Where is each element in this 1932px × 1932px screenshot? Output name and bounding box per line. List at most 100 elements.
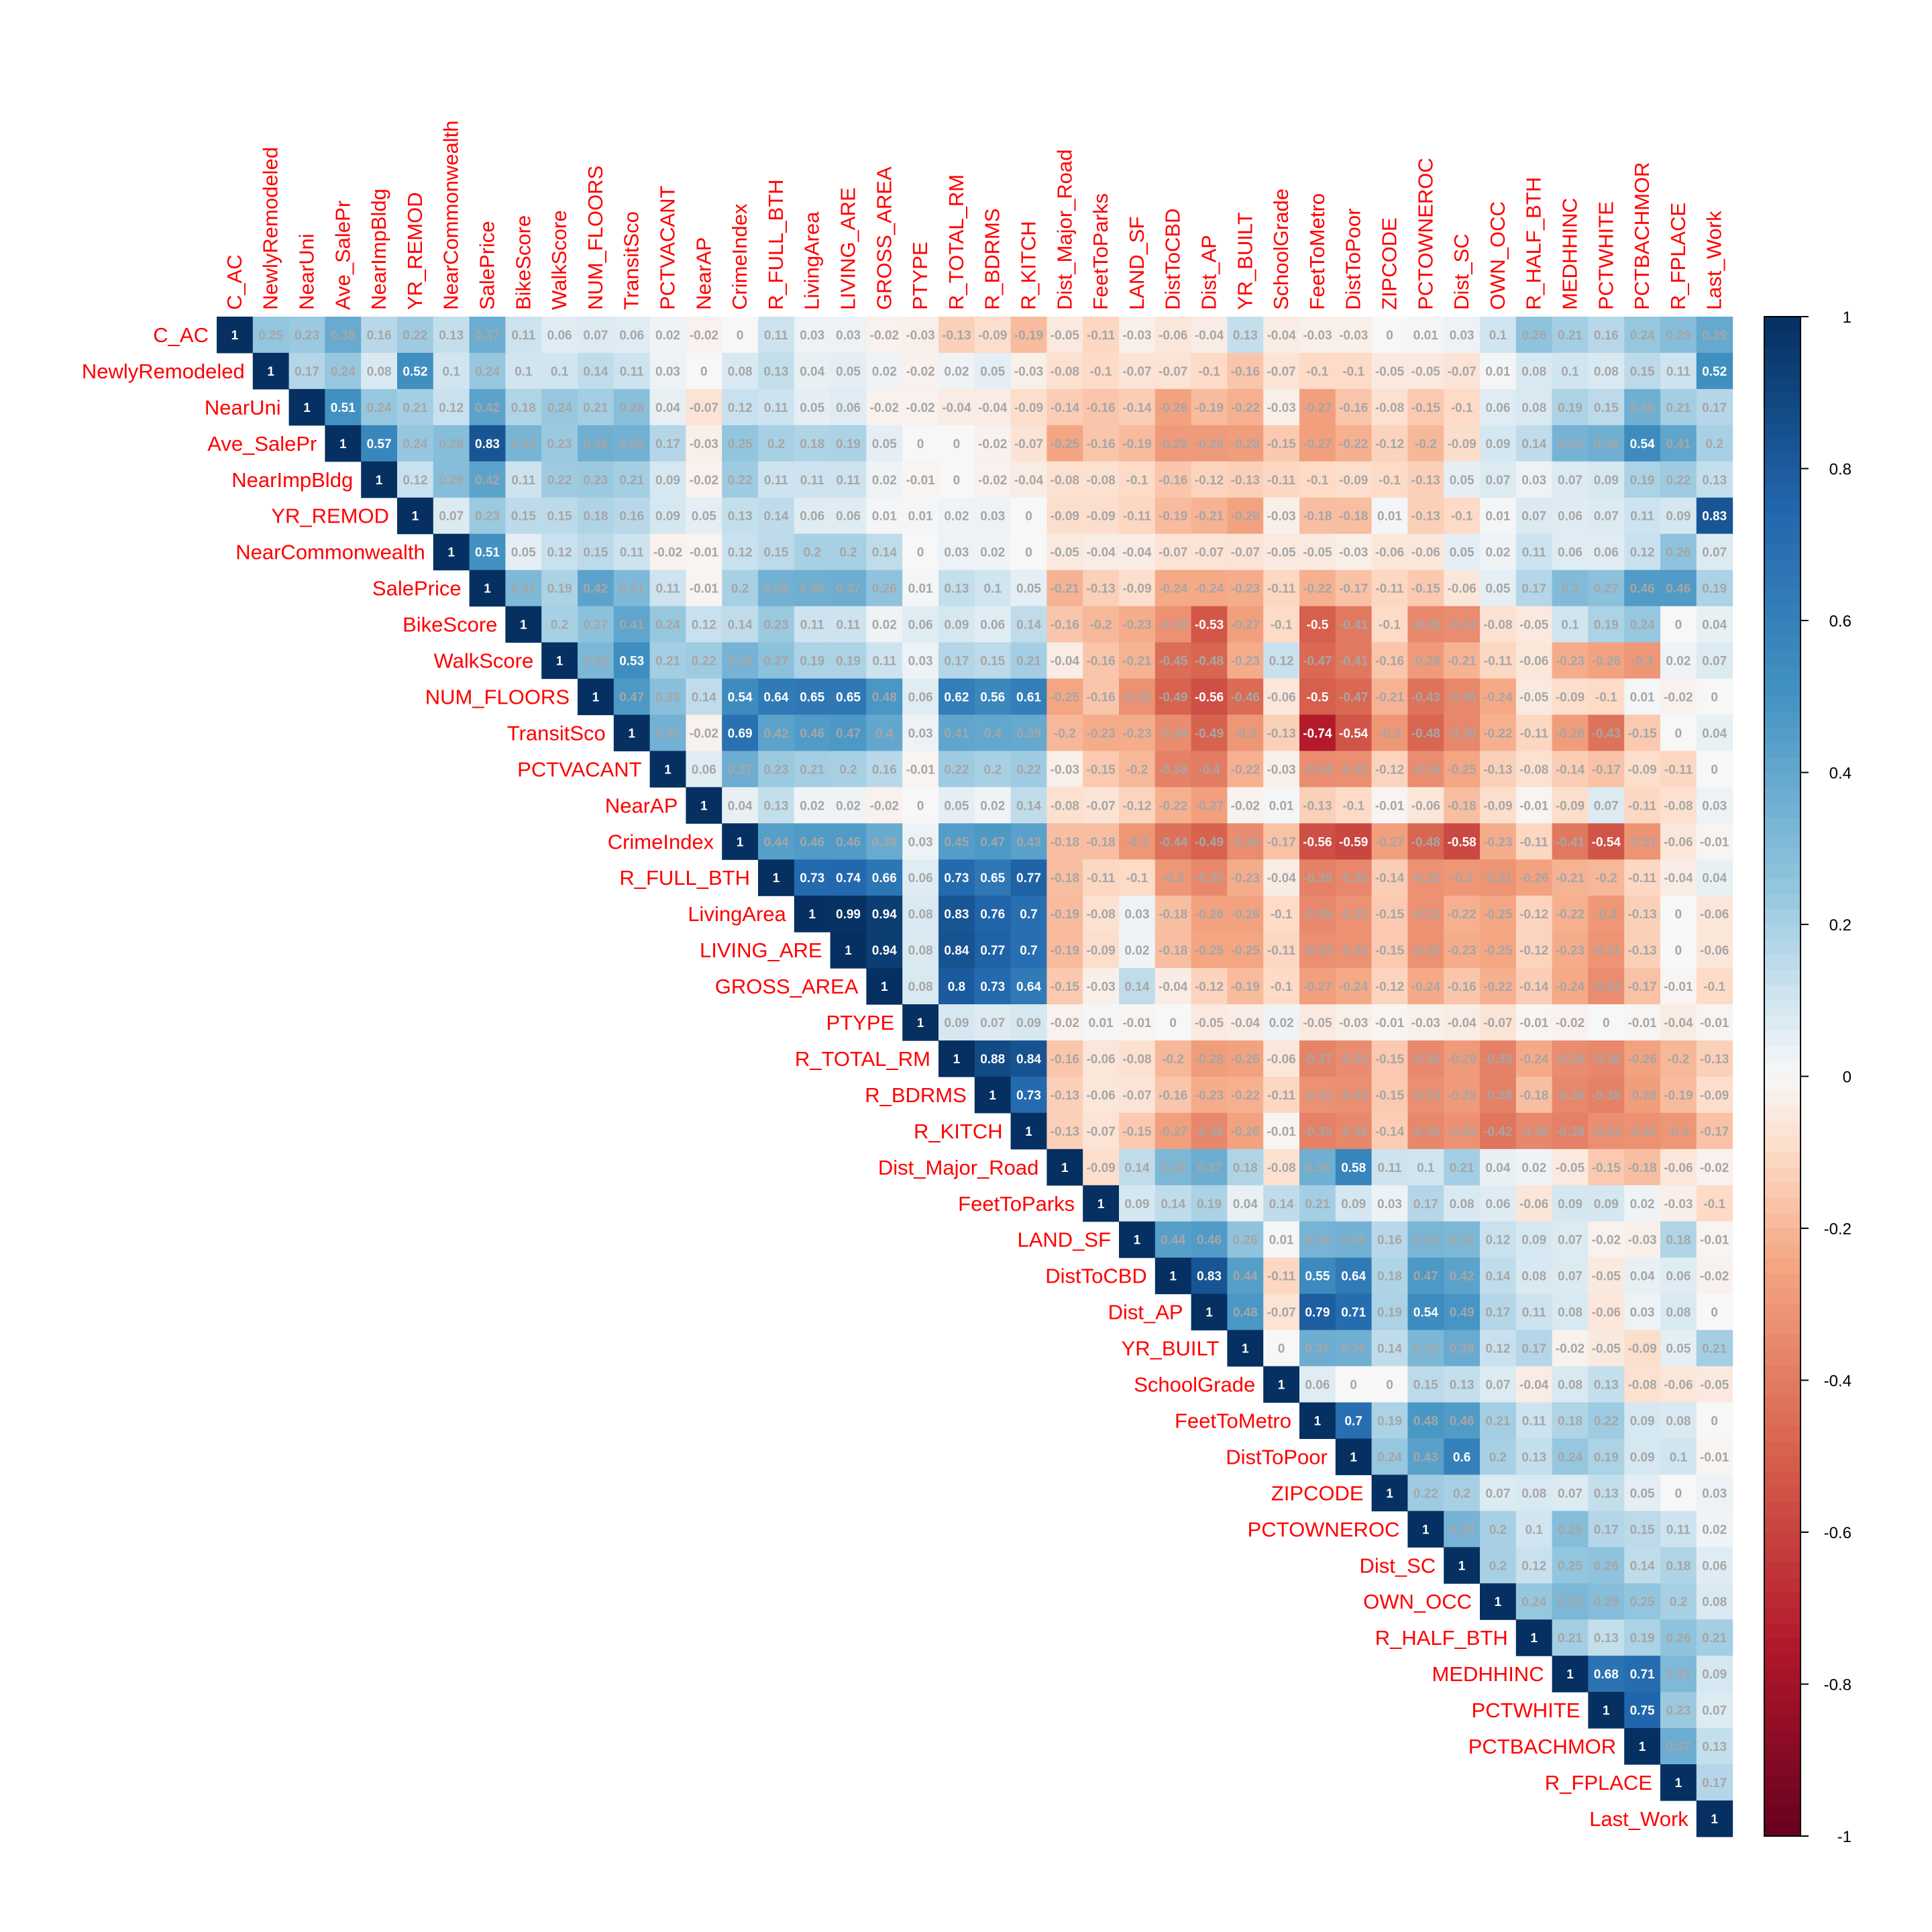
cell-NearImpBldg-FeetToParks <box>1083 461 1120 498</box>
cell-value-NUM_FLOORS-R_BDRMS: 0.56 <box>980 690 1005 704</box>
cell-LAND_SF-PCTOWNEROC <box>1407 1221 1444 1258</box>
cell-value-SchoolGrade-DistToPoor: 0 <box>1350 1379 1357 1393</box>
cell-value-LivingArea-FeetToParks: -0.08 <box>1086 908 1115 922</box>
colorbar-tick-label: 0.6 <box>1829 612 1851 631</box>
row-label-PCTOWNEROC: PCTOWNEROC <box>1248 1517 1400 1541</box>
col-label-DistToPoor: DistToPoor <box>1342 208 1365 310</box>
cell-YR_BUILT-SchoolGrade <box>1263 1330 1300 1367</box>
cell-value-DistToPoor-ZIPCODE: 0.24 <box>1377 1450 1402 1464</box>
cell-value-YR_REMOD-LAND_SF: -0.11 <box>1123 510 1152 524</box>
cell-value-R_FULL_BTH-R_KITCH: 0.77 <box>1016 871 1041 885</box>
cell-Dist_Major_Road-DistToPoor <box>1335 1148 1373 1186</box>
cell-value-GROSS_AREA-OWN_OCC: -0.22 <box>1483 980 1512 994</box>
cell-LIVING_ARE-MEDHHINC <box>1552 932 1589 969</box>
colorbar-segment <box>1764 772 1801 788</box>
cell-value-PCTBACHMOR-R_FPLACE: 0.37 <box>1666 1740 1690 1754</box>
cell-NearAP-NearAP <box>686 787 722 824</box>
cell-value-YR_REMOD-TransitSco: 0.16 <box>619 510 644 524</box>
cell-NearImpBldg-NUM_FLOORS <box>578 461 614 498</box>
cell-value-C_AC-Last_Work: 0.39 <box>1702 329 1727 343</box>
cell-value-SalePrice-R_FPLACE: 0.46 <box>1666 582 1690 596</box>
cell-FeetToMetro-Last_Work <box>1696 1402 1733 1440</box>
cell-value-BikeScore-R_FULL_BTH: 0.23 <box>763 619 788 633</box>
cell-value-C_AC-PCTOWNEROC: 0.01 <box>1413 329 1438 343</box>
cell-value-NearUni-PCTOWNEROC: -0.15 <box>1411 401 1441 415</box>
cell-PCTOWNEROC-R_FPLACE <box>1660 1511 1697 1548</box>
cell-value-Ave_SalePr-FeetToMetro: -0.27 <box>1303 437 1332 451</box>
cell-value-R_TOTAL_RM-LAND_SF: -0.08 <box>1122 1053 1151 1067</box>
cell-NearImpBldg-DistToPoor <box>1335 461 1373 498</box>
cell-value-YR_REMOD-R_KITCH: 0 <box>1025 510 1032 524</box>
cell-DistToCBD-PCTBACHMOR <box>1624 1257 1661 1295</box>
cell-value-BikeScore-PCTOWNEROC: -0.35 <box>1411 619 1441 633</box>
cell-value-LIVING_ARE-R_FPLACE: 0 <box>1675 944 1682 958</box>
cell-C_AC-Ave_SalePr <box>325 317 362 354</box>
cell-TransitSco-R_BDRMS <box>974 714 1012 751</box>
cell-value-NearUni-Dist_Major_Road: -0.14 <box>1051 401 1080 415</box>
colorbar-segment <box>1764 1046 1801 1062</box>
cell-value-GROSS_AREA-Dist_AP: -0.12 <box>1195 980 1224 994</box>
colorbar-segment <box>1764 635 1801 652</box>
cell-value-GROSS_AREA-MEDHHINC: -0.24 <box>1556 980 1585 994</box>
cell-value-PCTVACANT-GROSS_AREA: 0.16 <box>872 763 897 777</box>
cell-BikeScore-LIVING_ARE <box>830 606 867 643</box>
cell-NearUni-YR_REMOD <box>397 388 434 426</box>
cell-value-LIVING_ARE-R_TOTAL_RM: 0.84 <box>944 944 969 958</box>
cell-value-R_FULL_BTH-MEDHHINC: -0.21 <box>1556 871 1585 885</box>
cell-value-R_BDRMS-Dist_Major_Road: -0.13 <box>1051 1089 1079 1103</box>
colorbar-tick-label: -0.2 <box>1824 1220 1851 1238</box>
cell-value-TransitSco-ZIPCODE: -0.3 <box>1379 727 1401 741</box>
cell-R_BDRMS-Dist_AP <box>1191 1076 1228 1114</box>
cell-value-YR_REMOD-SchoolGrade: -0.03 <box>1267 510 1295 524</box>
cell-LIVING_ARE-R_TOTAL_RM <box>938 932 975 969</box>
cell-value-WalkScore-YR_BUILT: -0.23 <box>1231 655 1260 669</box>
cell-PTYPE-DistToPoor <box>1335 1004 1373 1041</box>
cell-SalePrice-YR_BUILT <box>1227 570 1264 607</box>
cell-Dist_AP-PCTBACHMOR <box>1624 1293 1661 1331</box>
cell-NUM_FLOORS-GROSS_AREA <box>866 678 903 716</box>
cell-R_TOTAL_RM-R_BDRMS <box>974 1040 1012 1077</box>
cell-value-R_KITCH-LAND_SF: -0.15 <box>1122 1125 1152 1139</box>
cell-R_BDRMS-FeetToMetro <box>1299 1076 1336 1114</box>
cell-value-PCTOWNEROC-R_HALF_BTH: 0.1 <box>1525 1523 1543 1537</box>
cell-value-SalePrice-LAND_SF: -0.09 <box>1122 582 1151 596</box>
cell-value-ZIPCODE-PCTWHITE: 0.13 <box>1594 1487 1619 1501</box>
cell-value-NewlyRemodeled-CrimeIndex: 0.08 <box>728 365 753 379</box>
colorbar-segment <box>1764 1608 1801 1624</box>
cell-value-R_FULL_BTH-LAND_SF: -0.1 <box>1126 871 1148 885</box>
cell-value-Dist_AP-PCTWHITE: -0.06 <box>1592 1306 1621 1320</box>
cell-value-R_BDRMS-R_BDRMS: 1 <box>989 1089 996 1103</box>
cell-value-WalkScore-Dist_AP: -0.48 <box>1195 655 1224 669</box>
cell-value-NUM_FLOORS-DistToCBD: -0.49 <box>1159 690 1187 704</box>
cell-value-PCTVACANT-DistToPoor: -0.33 <box>1339 763 1368 777</box>
cell-value-WalkScore-Dist_SC: -0.21 <box>1447 655 1477 669</box>
cell-value-PCTVACANT-LAND_SF: -0.2 <box>1126 763 1148 777</box>
cell-Dist_Major_Road-Dist_SC <box>1444 1148 1481 1186</box>
cell-Dist_Major_Road-PCTBACHMOR <box>1624 1148 1661 1186</box>
cell-value-NearAP-FeetToMetro: -0.13 <box>1303 799 1332 813</box>
colorbar-segment <box>1764 681 1801 698</box>
colorbar-segment <box>1764 1456 1801 1472</box>
cell-value-WalkScore-PCTBACHMOR: -0.3 <box>1631 655 1654 669</box>
cell-R_TOTAL_RM-ZIPCODE <box>1371 1040 1408 1077</box>
row-label-NearImpBldg: NearImpBldg <box>231 468 353 492</box>
cell-GROSS_AREA-FeetToMetro <box>1299 968 1336 1005</box>
cell-value-R_BDRMS-FeetToMetro: -0.32 <box>1303 1089 1332 1103</box>
cell-NewlyRemodeled-NewlyRemodeled <box>252 352 290 390</box>
cell-OWN_OCC-PCTBACHMOR <box>1624 1583 1661 1620</box>
cell-PTYPE-Dist_SC <box>1444 1004 1481 1041</box>
cell-PCTVACANT-FeetToParks <box>1083 751 1120 788</box>
cell-value-NearAP-R_FULL_BTH: 0.13 <box>763 799 788 813</box>
cell-R_KITCH-OWN_OCC <box>1480 1112 1517 1150</box>
cell-value-NearAP-DistToCBD: -0.22 <box>1159 799 1187 813</box>
cell-YR_BUILT-Dist_SC <box>1444 1330 1481 1367</box>
cell-value-R_TOTAL_RM-R_KITCH: 0.84 <box>1016 1053 1041 1067</box>
cell-LIVING_ARE-DistToPoor <box>1335 932 1373 969</box>
cell-Ave_SalePr-Dist_SC <box>1444 425 1481 462</box>
cell-value-YR_REMOD-CrimeIndex: 0.13 <box>728 510 753 524</box>
cell-TransitSco-SchoolGrade <box>1263 714 1300 751</box>
cell-value-BikeScore-NUM_FLOORS: 0.27 <box>583 619 608 633</box>
cell-NearImpBldg-R_FPLACE <box>1660 461 1697 498</box>
cell-Ave_SalePr-OWN_OCC <box>1480 425 1517 462</box>
cell-R_KITCH-YR_BUILT <box>1227 1112 1264 1150</box>
